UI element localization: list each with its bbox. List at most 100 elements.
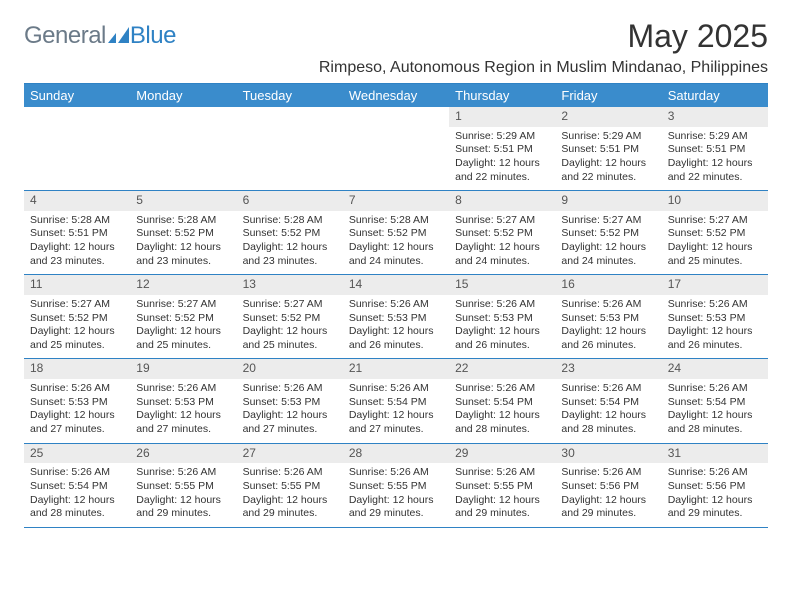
daylight-text: Daylight: 12 hours and 29 minutes. <box>561 494 655 521</box>
day-number: 28 <box>343 444 449 464</box>
day-body: Sunrise: 5:26 AMSunset: 5:54 PMDaylight:… <box>662 379 768 443</box>
day-number: 21 <box>343 359 449 379</box>
daylight-text: Daylight: 12 hours and 27 minutes. <box>349 409 443 436</box>
sunset-text: Sunset: 5:53 PM <box>455 312 549 326</box>
sunrise-text: Sunrise: 5:27 AM <box>668 214 762 228</box>
sunset-text: Sunset: 5:52 PM <box>561 227 655 241</box>
day-body: Sunrise: 5:26 AMSunset: 5:54 PMDaylight:… <box>343 379 449 443</box>
day-number: 22 <box>449 359 555 379</box>
sunrise-text: Sunrise: 5:26 AM <box>455 466 549 480</box>
sunrise-text: Sunrise: 5:27 AM <box>136 298 230 312</box>
day-cell: 16Sunrise: 5:26 AMSunset: 5:53 PMDayligh… <box>555 275 661 359</box>
sunrise-text: Sunrise: 5:26 AM <box>561 298 655 312</box>
sunrise-text: Sunrise: 5:26 AM <box>243 466 337 480</box>
day-cell: 19Sunrise: 5:26 AMSunset: 5:53 PMDayligh… <box>130 359 236 443</box>
sunset-text: Sunset: 5:55 PM <box>136 480 230 494</box>
day-body: Sunrise: 5:26 AMSunset: 5:53 PMDaylight:… <box>662 295 768 359</box>
daylight-text: Daylight: 12 hours and 25 minutes. <box>30 325 124 352</box>
sunset-text: Sunset: 5:54 PM <box>561 396 655 410</box>
day-cell: 7Sunrise: 5:28 AMSunset: 5:52 PMDaylight… <box>343 191 449 275</box>
day-number: 29 <box>449 444 555 464</box>
daylight-text: Daylight: 12 hours and 22 minutes. <box>455 157 549 184</box>
day-body: Sunrise: 5:26 AMSunset: 5:55 PMDaylight:… <box>449 463 555 527</box>
title-block: May 2025 <box>627 18 768 55</box>
sunset-text: Sunset: 5:54 PM <box>668 396 762 410</box>
sunrise-text: Sunrise: 5:26 AM <box>349 382 443 396</box>
day-cell: 9Sunrise: 5:27 AMSunset: 5:52 PMDaylight… <box>555 191 661 275</box>
sunset-text: Sunset: 5:55 PM <box>349 480 443 494</box>
day-header: Sunday <box>24 84 130 108</box>
day-body: Sunrise: 5:27 AMSunset: 5:52 PMDaylight:… <box>662 211 768 275</box>
daylight-text: Daylight: 12 hours and 29 minutes. <box>668 494 762 521</box>
day-cell: 10Sunrise: 5:27 AMSunset: 5:52 PMDayligh… <box>662 191 768 275</box>
sunset-text: Sunset: 5:53 PM <box>668 312 762 326</box>
day-cell: 8Sunrise: 5:27 AMSunset: 5:52 PMDaylight… <box>449 191 555 275</box>
daylight-text: Daylight: 12 hours and 25 minutes. <box>243 325 337 352</box>
day-body: Sunrise: 5:26 AMSunset: 5:54 PMDaylight:… <box>555 379 661 443</box>
day-body: Sunrise: 5:28 AMSunset: 5:52 PMDaylight:… <box>237 211 343 275</box>
day-number: 23 <box>555 359 661 379</box>
day-body: Sunrise: 5:29 AMSunset: 5:51 PMDaylight:… <box>449 127 555 191</box>
sunrise-text: Sunrise: 5:27 AM <box>455 214 549 228</box>
daylight-text: Daylight: 12 hours and 26 minutes. <box>349 325 443 352</box>
day-body: Sunrise: 5:26 AMSunset: 5:55 PMDaylight:… <box>130 463 236 527</box>
day-cell: 20Sunrise: 5:26 AMSunset: 5:53 PMDayligh… <box>237 359 343 443</box>
day-number: 31 <box>662 444 768 464</box>
daylight-text: Daylight: 12 hours and 29 minutes. <box>243 494 337 521</box>
day-cell: 26Sunrise: 5:26 AMSunset: 5:55 PMDayligh… <box>130 443 236 527</box>
day-number: 11 <box>24 275 130 295</box>
sunrise-text: Sunrise: 5:27 AM <box>30 298 124 312</box>
sunset-text: Sunset: 5:56 PM <box>561 480 655 494</box>
day-header-row: Sunday Monday Tuesday Wednesday Thursday… <box>24 84 768 108</box>
month-title: May 2025 <box>627 18 768 55</box>
day-body: Sunrise: 5:26 AMSunset: 5:54 PMDaylight:… <box>24 463 130 527</box>
day-body: Sunrise: 5:29 AMSunset: 5:51 PMDaylight:… <box>662 127 768 191</box>
daylight-text: Daylight: 12 hours and 27 minutes. <box>243 409 337 436</box>
sunset-text: Sunset: 5:51 PM <box>455 143 549 157</box>
sunset-text: Sunset: 5:52 PM <box>30 312 124 326</box>
sunrise-text: Sunrise: 5:26 AM <box>30 382 124 396</box>
day-number: 18 <box>24 359 130 379</box>
day-cell: . <box>24 107 130 191</box>
daylight-text: Daylight: 12 hours and 25 minutes. <box>136 325 230 352</box>
calendar-table: Sunday Monday Tuesday Wednesday Thursday… <box>24 83 768 528</box>
day-cell: 14Sunrise: 5:26 AMSunset: 5:53 PMDayligh… <box>343 275 449 359</box>
day-number: 1 <box>449 107 555 127</box>
sunset-text: Sunset: 5:52 PM <box>455 227 549 241</box>
sunset-text: Sunset: 5:52 PM <box>668 227 762 241</box>
sunrise-text: Sunrise: 5:26 AM <box>561 382 655 396</box>
week-row: 18Sunrise: 5:26 AMSunset: 5:53 PMDayligh… <box>24 359 768 443</box>
sunrise-text: Sunrise: 5:28 AM <box>243 214 337 228</box>
sunset-text: Sunset: 5:51 PM <box>30 227 124 241</box>
day-cell: 21Sunrise: 5:26 AMSunset: 5:54 PMDayligh… <box>343 359 449 443</box>
day-number: 15 <box>449 275 555 295</box>
sunrise-text: Sunrise: 5:26 AM <box>668 298 762 312</box>
daylight-text: Daylight: 12 hours and 26 minutes. <box>455 325 549 352</box>
day-header: Monday <box>130 84 236 108</box>
sunset-text: Sunset: 5:53 PM <box>243 396 337 410</box>
sunrise-text: Sunrise: 5:26 AM <box>349 466 443 480</box>
daylight-text: Daylight: 12 hours and 24 minutes. <box>349 241 443 268</box>
sunset-text: Sunset: 5:51 PM <box>561 143 655 157</box>
day-header: Saturday <box>662 84 768 108</box>
daylight-text: Daylight: 12 hours and 24 minutes. <box>561 241 655 268</box>
day-number: 27 <box>237 444 343 464</box>
day-cell: . <box>130 107 236 191</box>
day-body: Sunrise: 5:26 AMSunset: 5:55 PMDaylight:… <box>237 463 343 527</box>
sunrise-text: Sunrise: 5:26 AM <box>349 298 443 312</box>
day-cell: 30Sunrise: 5:26 AMSunset: 5:56 PMDayligh… <box>555 443 661 527</box>
sunrise-text: Sunrise: 5:26 AM <box>455 298 549 312</box>
day-cell: 11 Sunrise: 5:27 AMSunset: 5:52 PMDayligh… <box>24 275 130 359</box>
day-body: Sunrise: 5:26 AMSunset: 5:55 PMDaylight:… <box>343 463 449 527</box>
day-number: 13 <box>237 275 343 295</box>
daylight-text: Daylight: 12 hours and 28 minutes. <box>30 494 124 521</box>
day-cell: . <box>237 107 343 191</box>
day-number: 5 <box>130 191 236 211</box>
sunrise-text: Sunrise: 5:28 AM <box>349 214 443 228</box>
day-body: Sunrise: 5:29 AMSunset: 5:51 PMDaylight:… <box>555 127 661 191</box>
sunrise-text: Sunrise: 5:27 AM <box>243 298 337 312</box>
day-number: 30 <box>555 444 661 464</box>
day-number: 19 <box>130 359 236 379</box>
sunrise-text: Sunrise: 5:26 AM <box>455 382 549 396</box>
daylight-text: Daylight: 12 hours and 29 minutes. <box>455 494 549 521</box>
